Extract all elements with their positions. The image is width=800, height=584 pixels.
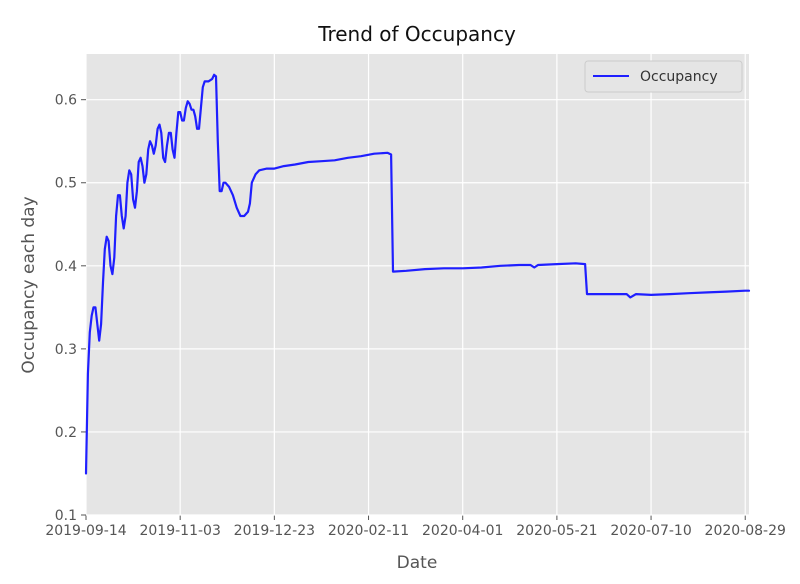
x-tick-label: 2020-04-01 — [422, 523, 503, 539]
chart-title: Trend of Occupancy — [317, 22, 516, 46]
x-axis-label: Date — [397, 553, 438, 573]
y-tick-label: 0.4 — [55, 259, 77, 275]
y-tick-label: 0.3 — [55, 342, 77, 358]
y-tick-label: 0.6 — [55, 93, 77, 109]
legend-label-occupancy: Occupancy — [640, 69, 718, 85]
plot-background — [86, 54, 749, 515]
series-line-occupancy — [84, 73, 751, 475]
x-tick-label: 2019-12-23 — [234, 523, 315, 539]
x-tick-label: 2020-07-10 — [610, 523, 691, 539]
legend: Occupancy — [584, 60, 743, 93]
x-tick-label: 2020-02-11 — [328, 523, 409, 539]
x-tick-label: 2020-05-21 — [516, 523, 597, 539]
y-axis-label: Occupancy each day — [19, 196, 39, 373]
y-tick-label: 0.2 — [55, 425, 77, 441]
x-tick-label: 2019-09-14 — [45, 523, 126, 539]
x-tick-label: 2019-11-03 — [139, 523, 220, 539]
series-layer — [84, 73, 751, 475]
gridlines — [81, 54, 749, 520]
x-tick-labels: 2019-09-14 2019-11-03 2019-12-23 2020-02-11… — [45, 523, 786, 539]
legend-box — [584, 60, 743, 93]
y-tick-label: 0.5 — [55, 176, 77, 192]
y-tick-label: 0.1 — [55, 508, 77, 524]
y-tick-labels: 0.1 0.2 0.3 0.4 0.5 0.6 — [55, 93, 77, 524]
x-tick-label: 2020-08-29 — [705, 523, 786, 539]
